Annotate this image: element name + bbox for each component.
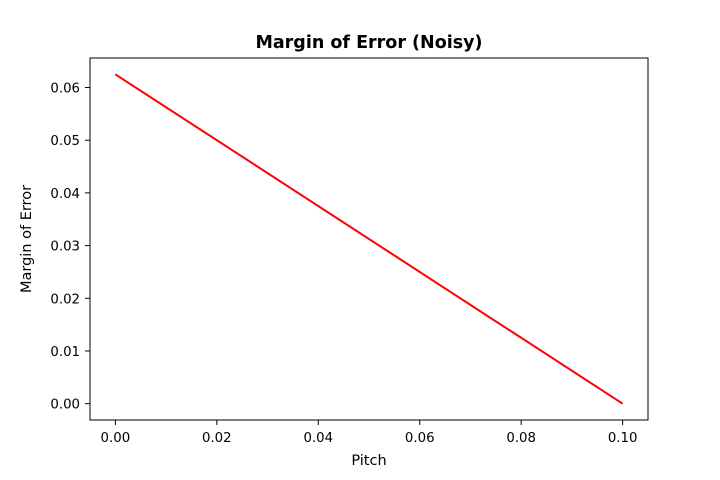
y-axis-label: Margin of Error bbox=[19, 185, 35, 293]
y-tick-label: 0.00 bbox=[50, 398, 80, 413]
y-tick-label: 0.06 bbox=[50, 82, 80, 97]
plot-area: 0.00 0.02 0.04 0.06 0.08 0.10 0.00 0.01 0.02 0.03… bbox=[50, 57, 649, 446]
series-line-1 bbox=[114, 73, 624, 405]
x-tick-label: 0.08 bbox=[506, 431, 536, 446]
x-tick-label: 0.02 bbox=[202, 431, 232, 446]
x-axis-label: Pitch bbox=[351, 453, 386, 469]
x-tick-label: 0.10 bbox=[608, 431, 638, 446]
chart-title: Margin of Error (Noisy) bbox=[255, 33, 482, 53]
plot-frame bbox=[89, 57, 649, 421]
x-tick-label: 0.00 bbox=[101, 431, 131, 446]
y-tick-label: 0.03 bbox=[50, 240, 80, 255]
y-tick-label: 0.05 bbox=[50, 134, 80, 149]
x-tick-label: 0.06 bbox=[405, 431, 435, 446]
x-tick-label: 0.04 bbox=[303, 431, 333, 446]
y-tick-label: 0.02 bbox=[50, 292, 80, 307]
y-tick-label: 0.04 bbox=[50, 187, 80, 202]
y-tick-label: 0.01 bbox=[50, 345, 80, 360]
